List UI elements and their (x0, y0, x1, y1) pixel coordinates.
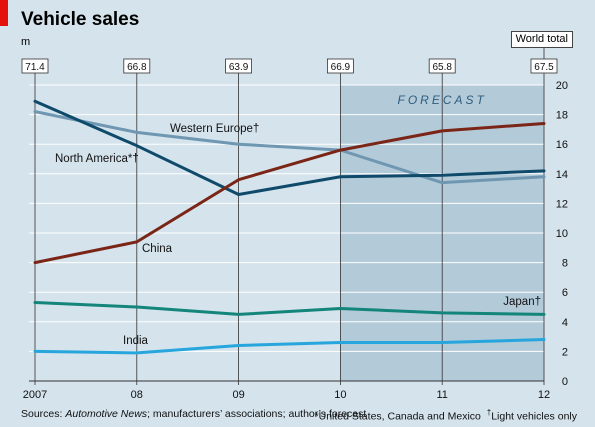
y-tick-label: 0 (562, 376, 568, 388)
series-line (33, 121, 546, 265)
source-prefix: Sources: (21, 408, 66, 420)
series-line (33, 338, 546, 355)
series-label: India (123, 335, 149, 347)
x-tick-label: 10 (334, 389, 346, 401)
footnote-light-vehicles: Light vehicles only (491, 410, 577, 423)
footnotes: *United States, Canada and Mexico †Light… (315, 408, 577, 423)
y-tick-label: 10 (556, 228, 568, 240)
series-label: Japan† (503, 296, 541, 308)
series-line (33, 99, 546, 197)
y-tick-label: 6 (562, 287, 568, 299)
world-total-value: 65.8 (432, 62, 452, 73)
series-label: North America*† (55, 153, 139, 165)
series-line (33, 110, 546, 185)
y-tick-label: 8 (562, 258, 568, 270)
series-label: Western Europe† (170, 123, 259, 135)
x-tick-label: 09 (232, 389, 244, 401)
world-total-value: 71.4 (25, 62, 45, 73)
source-suffix: ; manufacturers’ associations; author’s … (147, 408, 367, 420)
x-tick-label: 11 (436, 389, 447, 401)
world-total-box (21, 58, 49, 74)
world-total-box (530, 58, 558, 74)
series-line (33, 301, 546, 316)
series-label: China (142, 243, 173, 255)
x-tick-label: 12 (538, 389, 550, 401)
footnote-dagger: † (486, 408, 492, 417)
source-italic: Automotive News (65, 408, 148, 420)
world-total-value: 66.9 (331, 62, 351, 73)
y-tick-label: 14 (556, 169, 568, 181)
y-tick-label: 20 (556, 80, 568, 92)
world-total-box (123, 58, 151, 74)
world-total-label: World total (510, 31, 573, 48)
y-tick-label: 12 (556, 198, 568, 210)
x-tick-label: 2007 (23, 389, 47, 401)
y-tick-label: 18 (556, 110, 568, 122)
unit-label: m (21, 36, 31, 48)
world-total-value: 67.5 (534, 62, 554, 73)
world-total-value: 63.9 (229, 62, 249, 73)
footnote-north-america: *United States, Canada and Mexico (314, 410, 481, 423)
world-total-box (428, 58, 456, 74)
world-total-value: 66.8 (127, 62, 147, 73)
x-tick-label: 08 (131, 389, 143, 401)
source-note: Sources: Automotive News; manufacturers’… (21, 408, 366, 420)
y-tick-label: 16 (556, 139, 568, 151)
world-total-box (326, 58, 354, 74)
world-total-box (225, 58, 253, 74)
forecast-label: FORECAST (398, 93, 487, 107)
chart-title: Vehicle sales (21, 9, 140, 30)
y-tick-label: 4 (562, 317, 568, 329)
y-tick-label: 2 (562, 346, 568, 358)
red-corner-tag (0, 0, 8, 26)
